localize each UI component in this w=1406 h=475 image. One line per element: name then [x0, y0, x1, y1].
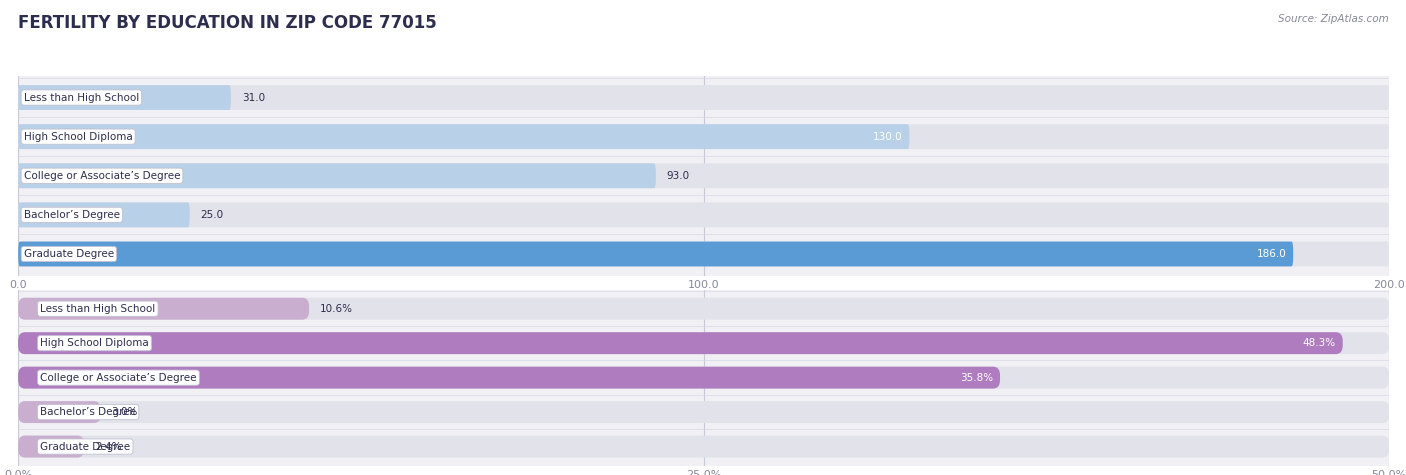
FancyBboxPatch shape — [18, 436, 1389, 457]
Text: High School Diploma: High School Diploma — [41, 338, 149, 348]
Text: 48.3%: 48.3% — [1302, 338, 1336, 348]
Text: 10.6%: 10.6% — [321, 304, 353, 314]
FancyBboxPatch shape — [18, 202, 1389, 228]
FancyBboxPatch shape — [18, 85, 1389, 110]
Text: Bachelor’s Degree: Bachelor’s Degree — [41, 407, 136, 417]
Text: Source: ZipAtlas.com: Source: ZipAtlas.com — [1278, 14, 1389, 24]
Text: 93.0: 93.0 — [666, 171, 690, 181]
Text: 2.4%: 2.4% — [96, 442, 121, 452]
FancyBboxPatch shape — [18, 202, 190, 228]
Text: Less than High School: Less than High School — [24, 93, 139, 103]
Text: Less than High School: Less than High School — [41, 304, 156, 314]
FancyBboxPatch shape — [18, 298, 309, 320]
FancyBboxPatch shape — [18, 298, 1389, 320]
Text: Bachelor’s Degree: Bachelor’s Degree — [24, 210, 120, 220]
Text: 25.0: 25.0 — [201, 210, 224, 220]
FancyBboxPatch shape — [18, 242, 1294, 266]
Text: Graduate Degree: Graduate Degree — [24, 249, 114, 259]
FancyBboxPatch shape — [18, 436, 84, 457]
FancyBboxPatch shape — [18, 401, 1389, 423]
FancyBboxPatch shape — [18, 367, 1389, 389]
FancyBboxPatch shape — [18, 242, 1389, 266]
Text: 186.0: 186.0 — [1257, 249, 1286, 259]
Text: 3.0%: 3.0% — [111, 407, 138, 417]
Text: FERTILITY BY EDUCATION IN ZIP CODE 77015: FERTILITY BY EDUCATION IN ZIP CODE 77015 — [18, 14, 437, 32]
FancyBboxPatch shape — [18, 332, 1343, 354]
Text: 130.0: 130.0 — [873, 132, 903, 142]
Text: 31.0: 31.0 — [242, 93, 264, 103]
FancyBboxPatch shape — [18, 163, 1389, 188]
Text: College or Associate’s Degree: College or Associate’s Degree — [24, 171, 180, 181]
FancyBboxPatch shape — [18, 124, 1389, 149]
Text: High School Diploma: High School Diploma — [24, 132, 132, 142]
FancyBboxPatch shape — [18, 163, 655, 188]
FancyBboxPatch shape — [18, 332, 1389, 354]
Text: Graduate Degree: Graduate Degree — [41, 442, 131, 452]
FancyBboxPatch shape — [18, 367, 1000, 389]
FancyBboxPatch shape — [18, 85, 231, 110]
FancyBboxPatch shape — [18, 124, 910, 149]
Text: 35.8%: 35.8% — [960, 372, 993, 383]
FancyBboxPatch shape — [18, 401, 101, 423]
Text: College or Associate’s Degree: College or Associate’s Degree — [41, 372, 197, 383]
